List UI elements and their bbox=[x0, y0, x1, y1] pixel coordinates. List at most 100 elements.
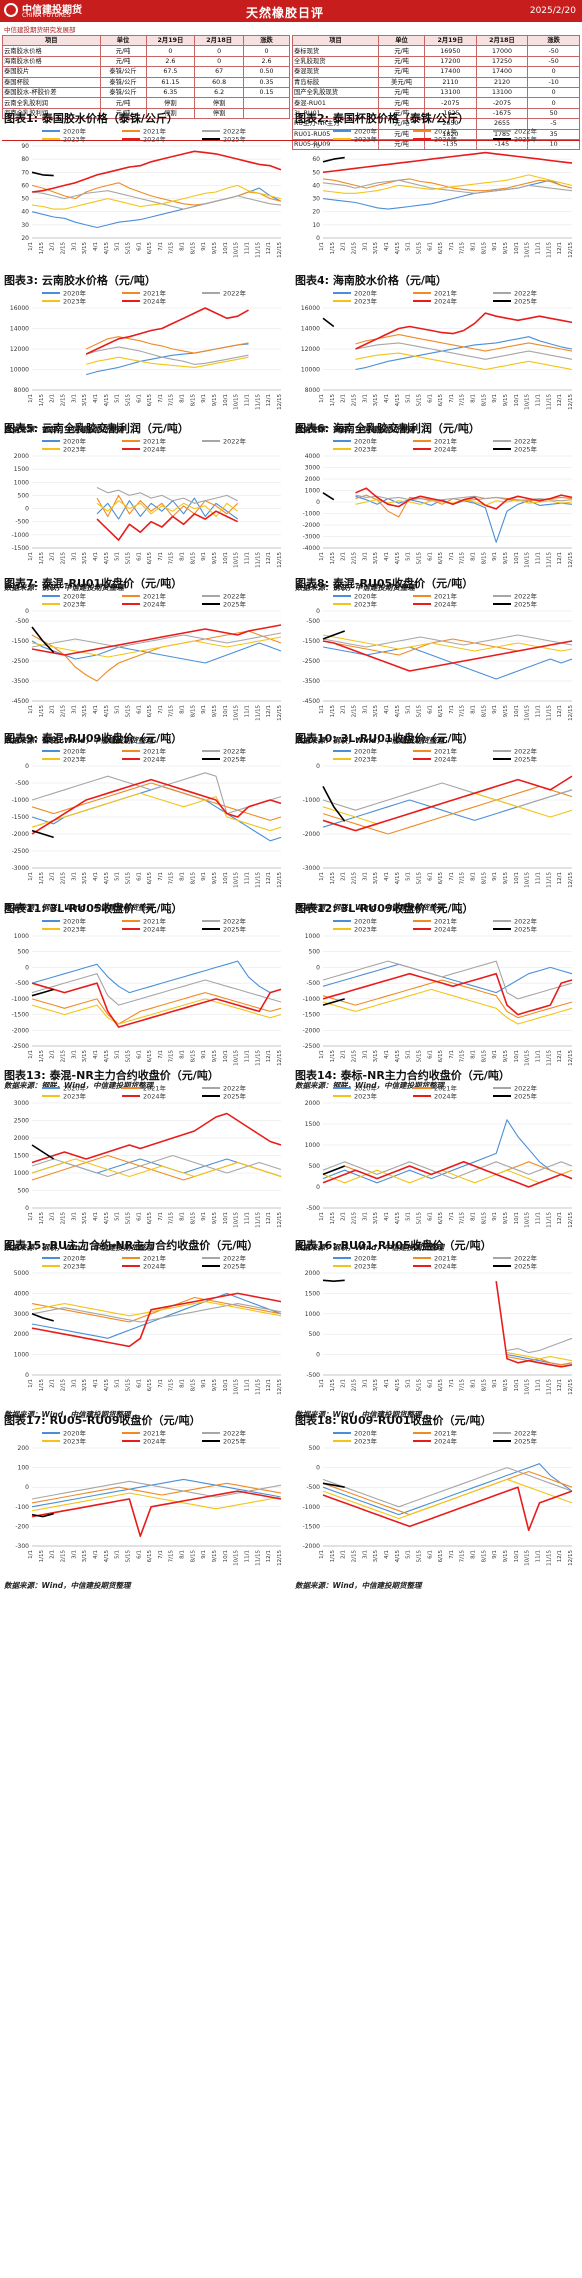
x-tick-label: 11/15 bbox=[255, 872, 261, 888]
x-tick-label: 1/1 bbox=[319, 1050, 325, 1059]
y-tick-label: -2000 bbox=[303, 831, 321, 838]
x-tick-label: 5/15 bbox=[416, 552, 422, 565]
data-source-note: 数据来源：钢联，中信建投期货整理 bbox=[295, 425, 415, 434]
x-tick-label: 3/1 bbox=[362, 394, 368, 403]
x-tick-label: 9/15 bbox=[212, 1212, 218, 1225]
table-cell: 6.2 bbox=[194, 86, 245, 99]
data-source-note: 数据来源：钢联，中信建投期货整理 bbox=[295, 583, 415, 592]
legend-label: 2023年 bbox=[63, 755, 87, 764]
x-tick-label: 8/15 bbox=[190, 1550, 196, 1563]
figure-caption: 泰混-RU01收盘价（元/吨） bbox=[41, 577, 183, 590]
series-line-2024年 bbox=[31, 150, 282, 193]
figure-title: 图表11: 3L-RU05收盘价（元/吨） bbox=[4, 900, 183, 916]
y-tick-label: 14000 bbox=[10, 326, 29, 333]
x-tick-label: 7/1 bbox=[158, 705, 164, 714]
series-line-2024年 bbox=[322, 151, 573, 174]
legend-label: 2023年 bbox=[354, 1437, 378, 1446]
legend-label: 2022年 bbox=[223, 747, 247, 756]
table-cell: 美元/吨 bbox=[378, 76, 425, 88]
x-tick-label: 5/1 bbox=[115, 1050, 121, 1059]
series-line-2025年 bbox=[31, 1144, 55, 1160]
x-tick-label: 11/15 bbox=[255, 242, 261, 258]
x-tick-label: 12/15 bbox=[568, 872, 574, 888]
x-tick-label: 4/1 bbox=[384, 1379, 390, 1388]
x-tick-label: 8/15 bbox=[190, 394, 196, 407]
x-tick-label: 6/15 bbox=[438, 1550, 444, 1563]
x-tick-label: 9/1 bbox=[492, 552, 498, 561]
x-tick-label: 2/1 bbox=[341, 872, 347, 881]
series-line-2020年 bbox=[31, 1292, 282, 1339]
table-cell: 17200 bbox=[424, 55, 477, 68]
x-tick-label: 11/15 bbox=[255, 394, 261, 410]
x-tick-label: 6/1 bbox=[427, 705, 433, 714]
x-tick-label: 9/1 bbox=[201, 394, 207, 403]
x-tick-label: 1/1 bbox=[28, 1050, 34, 1059]
x-tick-label: 4/1 bbox=[93, 1379, 99, 1388]
x-tick-label: 11/1 bbox=[245, 552, 251, 564]
x-tick-label: 4/15 bbox=[395, 1050, 401, 1063]
y-tick-label: -2500 bbox=[12, 658, 30, 665]
y-tick-label: 0 bbox=[316, 964, 320, 971]
x-tick-label: 5/15 bbox=[125, 394, 131, 407]
x-tick-label: 10/15 bbox=[234, 705, 240, 721]
figure-caption: 云南胶水价格（元/吨） bbox=[41, 274, 156, 287]
y-tick-label: -3000 bbox=[303, 865, 321, 872]
table-row: 青岛标胶 美元/吨 2110 2120 -10 bbox=[291, 76, 580, 88]
x-tick-label: 8/15 bbox=[190, 1379, 196, 1392]
figure-caption: 海南胶水价格（元/吨） bbox=[332, 274, 447, 287]
x-tick-label: 8/15 bbox=[190, 872, 196, 885]
x-tick-label: 8/15 bbox=[481, 705, 487, 718]
x-tick-label: 9/1 bbox=[492, 1050, 498, 1059]
x-tick-label: 12/15 bbox=[277, 1379, 283, 1395]
x-tick-label: 10/1 bbox=[514, 1050, 520, 1062]
table-cell: 50 bbox=[527, 107, 580, 120]
legend-label: 2020年 bbox=[63, 917, 87, 926]
figure-caption: RU09-RU01收盘价（元/吨） bbox=[340, 1414, 492, 1427]
y-tick-label: -500 bbox=[306, 618, 320, 625]
x-tick-label: 10/15 bbox=[525, 1379, 531, 1395]
x-tick-label: 8/15 bbox=[481, 552, 487, 565]
figure-title: 图表12: 3L-RU09收盘价（元/吨） bbox=[295, 900, 474, 916]
y-tick-label: 30 bbox=[312, 196, 320, 203]
series-line-2025年 bbox=[31, 626, 55, 654]
x-tick-label: 4/1 bbox=[384, 1550, 390, 1559]
x-tick-label: 11/1 bbox=[245, 242, 251, 254]
x-tick-label: 9/1 bbox=[492, 394, 498, 403]
series-line-2023年 bbox=[31, 1158, 282, 1178]
figure-title: 图表16: RU01-RU05收盘价（元/吨） bbox=[295, 1237, 492, 1253]
x-tick-label: 2/15 bbox=[351, 705, 357, 718]
series-line-2020年 bbox=[31, 640, 282, 664]
x-tick-label: 1/15 bbox=[330, 1550, 336, 1563]
legend-label: 2023年 bbox=[63, 135, 87, 144]
table-row: RU主力-NR主力 元/吨 2650 2655 -5 bbox=[291, 118, 580, 130]
x-tick-label: 11/1 bbox=[536, 394, 542, 406]
series-line-2024年 bbox=[495, 1281, 573, 1368]
x-tick-label: 7/1 bbox=[158, 1050, 164, 1059]
x-tick-label: 3/15 bbox=[82, 242, 88, 255]
legend-label: 2020年 bbox=[63, 289, 87, 298]
table-cell: 6.35 bbox=[145, 86, 196, 99]
legend-label: 2021年 bbox=[143, 127, 167, 136]
x-tick-label: 7/15 bbox=[460, 1212, 466, 1225]
x-tick-label: 1/15 bbox=[39, 1050, 45, 1063]
x-tick-label: 10/1 bbox=[223, 705, 229, 717]
x-tick-label: 8/15 bbox=[481, 1379, 487, 1392]
y-tick-label: 1500 bbox=[305, 1290, 320, 1297]
line-chart: 2020年 2021年 2022年 2023年 2024年 2025年 -500 0 500 10… bbox=[305, 1254, 574, 1395]
line-chart: 2020年 2021年 2022年 2023年 2024年 2025年 0 500 1000 15… bbox=[14, 1084, 283, 1228]
series-line-2020年 bbox=[322, 646, 573, 680]
y-tick-label: 1000 bbox=[305, 1311, 320, 1318]
x-tick-label: 10/15 bbox=[234, 1379, 240, 1395]
x-tick-label: 7/1 bbox=[449, 242, 455, 251]
table-cell: 元/吨 bbox=[99, 45, 147, 57]
series-line-2021年 bbox=[96, 494, 239, 518]
x-tick-label: 11/15 bbox=[546, 552, 552, 568]
x-tick-label: 5/1 bbox=[406, 1379, 412, 1388]
y-tick-label: 1500 bbox=[14, 1153, 29, 1160]
series-line-2023年 bbox=[322, 1169, 573, 1184]
x-tick-label: 8/1 bbox=[471, 552, 477, 561]
legend-label: 2020年 bbox=[354, 289, 378, 298]
x-tick-label: 3/15 bbox=[82, 1212, 88, 1225]
x-tick-label: 11/1 bbox=[536, 1212, 542, 1224]
legend-label: 2022年 bbox=[514, 1254, 538, 1263]
